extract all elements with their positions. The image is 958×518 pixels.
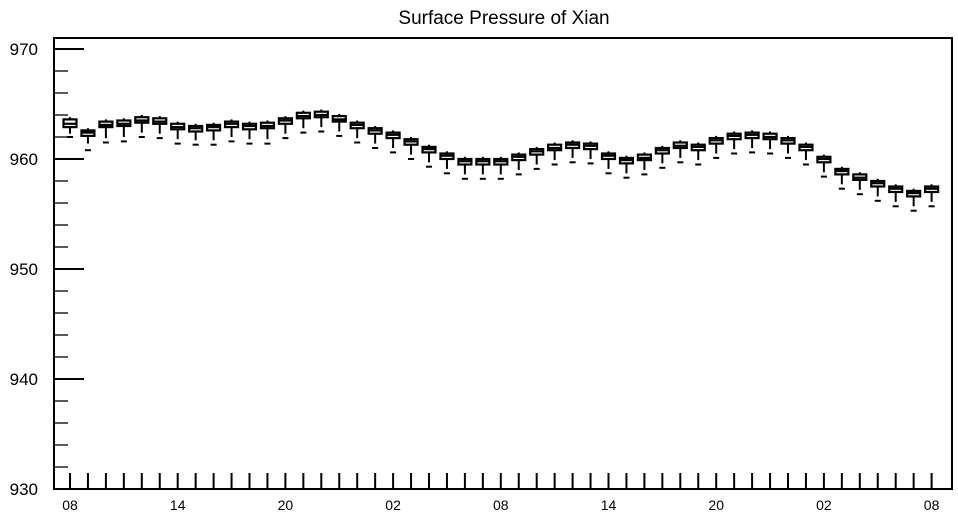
chart-title: Surface Pressure of Xian (398, 8, 609, 29)
box-plot (62, 117, 78, 138)
box-plot (636, 152, 653, 176)
box-plot (726, 131, 742, 155)
box-plot (923, 184, 940, 208)
y-tick-label: 940 (10, 370, 38, 389)
box-plot (816, 154, 832, 178)
box-plot (690, 142, 706, 166)
box-plot (834, 166, 850, 190)
y-tick-label: 950 (10, 260, 38, 279)
box-plot (475, 156, 491, 180)
box-plot (116, 118, 132, 143)
y-axis: 930 940 950 960 970 (10, 40, 84, 499)
box-plot (170, 121, 186, 145)
box-plot (295, 110, 311, 134)
y-tick-label: 960 (10, 150, 38, 169)
box-plot (582, 141, 599, 165)
box-plot (98, 119, 114, 144)
plot-frame (53, 37, 953, 490)
x-tick-label: 08 (493, 497, 509, 513)
x-tick-label: 08 (62, 497, 78, 513)
box-plot (403, 137, 419, 160)
box-plot (708, 135, 724, 159)
box-plot (780, 135, 796, 159)
x-tick-label: 08 (924, 497, 940, 513)
box-plot (529, 146, 545, 170)
box-plot (762, 131, 778, 155)
box-plot (259, 120, 276, 145)
box-plot (564, 140, 581, 164)
box-plot (152, 116, 168, 140)
box-plot (134, 115, 150, 138)
box-plot (313, 109, 329, 133)
box-plot (744, 130, 760, 154)
box-plot (852, 172, 868, 196)
box-plot (349, 120, 365, 144)
box-plot (421, 144, 437, 168)
x-tick-label: 20 (708, 497, 724, 513)
box-plot (511, 152, 527, 176)
box-plot (277, 116, 293, 140)
x-tick-label: 02 (385, 497, 401, 513)
x-tick-label: 02 (816, 497, 832, 513)
box-plot (654, 145, 670, 169)
box-plot (439, 151, 455, 175)
x-axis: 08 14 20 02 08 14 20 02 08 (62, 473, 940, 513)
x-tick-label: 14 (601, 497, 617, 513)
y-tick-label: 930 (10, 480, 38, 499)
box-plot (385, 130, 401, 154)
box-series (62, 109, 940, 212)
box-plot (188, 123, 204, 146)
box-plot (600, 151, 617, 175)
box-plot (367, 126, 383, 149)
box-plot (547, 142, 563, 166)
box-plot (206, 122, 222, 146)
box-plot (241, 121, 258, 145)
x-tick-label: 20 (278, 497, 294, 513)
box-plot (331, 113, 347, 137)
box-plot (80, 128, 96, 152)
box-plot (870, 178, 886, 202)
box-plot (798, 142, 814, 166)
y-tick-label: 970 (10, 40, 38, 59)
box-plot (223, 119, 240, 143)
box-plot (672, 140, 688, 164)
box-plot (493, 156, 509, 180)
box-plot (457, 156, 473, 180)
box-plot (906, 188, 922, 212)
box-plot (618, 155, 635, 179)
x-tick-label: 14 (170, 497, 186, 513)
box-plot (888, 184, 904, 208)
